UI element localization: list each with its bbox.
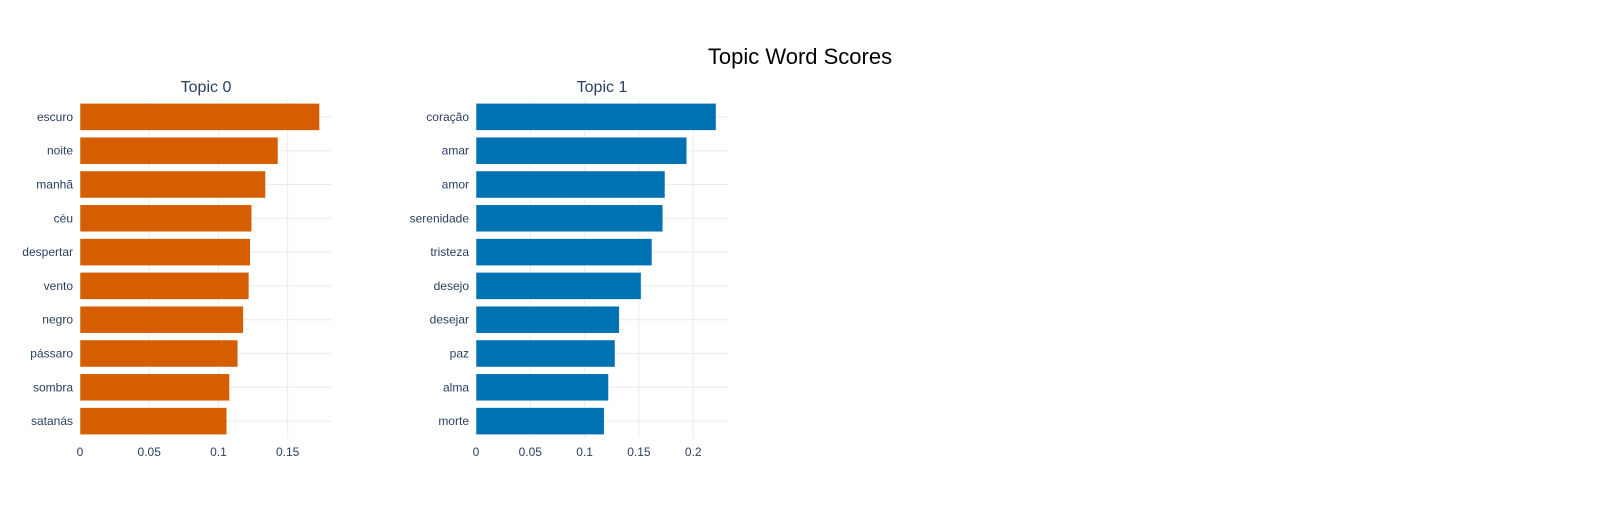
- bar-amor[interactable]: [475, 170, 666, 199]
- y-tick-label: morte: [438, 414, 469, 428]
- y-tick-label: céu: [54, 211, 73, 225]
- y-tick-label: sombra: [33, 380, 73, 394]
- x-tick-label: 0.2: [685, 445, 702, 459]
- subplot-topic-0: Topic 0 0 0.05 0.1 0.15 escuro noite manhã céu de…: [22, 79, 332, 459]
- bar-escuro[interactable]: [79, 103, 320, 131]
- y-tick-label: desejo: [434, 279, 470, 293]
- x-tick-label: 0.05: [519, 445, 543, 459]
- y-tick-label: negro: [42, 313, 73, 327]
- bar-coração[interactable]: [475, 103, 717, 131]
- x-tick-label: 0.15: [276, 445, 300, 459]
- y-tick-label: manhã: [36, 178, 73, 192]
- bar-desejo[interactable]: [475, 272, 642, 300]
- bar-vento[interactable]: [79, 272, 250, 300]
- x-tick-label: 0.05: [138, 445, 162, 459]
- y-tick-label: paz: [450, 347, 469, 361]
- x-tick-label: 0.1: [210, 445, 227, 459]
- bar-morte[interactable]: [475, 407, 605, 435]
- y-tick-label: coração: [426, 110, 469, 124]
- bar-negro[interactable]: [79, 305, 244, 334]
- x-tick-label: 0: [77, 445, 84, 459]
- y-tick-label: despertar: [22, 245, 73, 259]
- x-tick-label: 0.1: [576, 445, 593, 459]
- bar-despertar[interactable]: [79, 238, 251, 266]
- y-tick-label: escuro: [37, 110, 73, 124]
- bar-serenidade[interactable]: [475, 204, 664, 233]
- y-tick-label: serenidade: [410, 211, 470, 225]
- bar-amar[interactable]: [475, 136, 687, 165]
- y-tick-label: vento: [44, 279, 74, 293]
- x-tick-label: 0: [473, 445, 480, 459]
- y-tick-label: noite: [47, 144, 73, 158]
- chart-title: Topic Word Scores: [708, 44, 892, 69]
- y-tick-label: desejar: [430, 313, 469, 327]
- bar-paz[interactable]: [475, 339, 616, 368]
- bar-noite[interactable]: [79, 136, 279, 165]
- y-tick-label: tristeza: [430, 245, 469, 259]
- subplots: Topic 0 0 0.05 0.1 0.15 escuro noite manhã céu de…: [22, 79, 728, 459]
- y-tick-label: satanás: [31, 414, 73, 428]
- bar-manhã[interactable]: [79, 170, 266, 199]
- y-tick-label: alma: [443, 380, 469, 394]
- bar-satanás[interactable]: [79, 407, 228, 435]
- bar-céu[interactable]: [79, 204, 252, 233]
- subplot-title: Topic 1: [577, 79, 628, 96]
- bar-alma[interactable]: [475, 373, 609, 402]
- subplot-title: Topic 0: [181, 79, 232, 96]
- subplot-topic-1: Topic 1 0 0.05 0.1 0.15 0.2 coração amar amor ser…: [410, 79, 728, 459]
- y-tick-label: amar: [442, 144, 469, 158]
- bar-sombra[interactable]: [79, 373, 230, 402]
- bar-pássaro[interactable]: [79, 339, 239, 368]
- x-tick-label: 0.15: [627, 445, 651, 459]
- bar-desejar[interactable]: [475, 305, 620, 334]
- bar-tristeza[interactable]: [475, 238, 653, 266]
- y-tick-label: pássaro: [30, 347, 73, 361]
- y-tick-label: amor: [442, 178, 469, 192]
